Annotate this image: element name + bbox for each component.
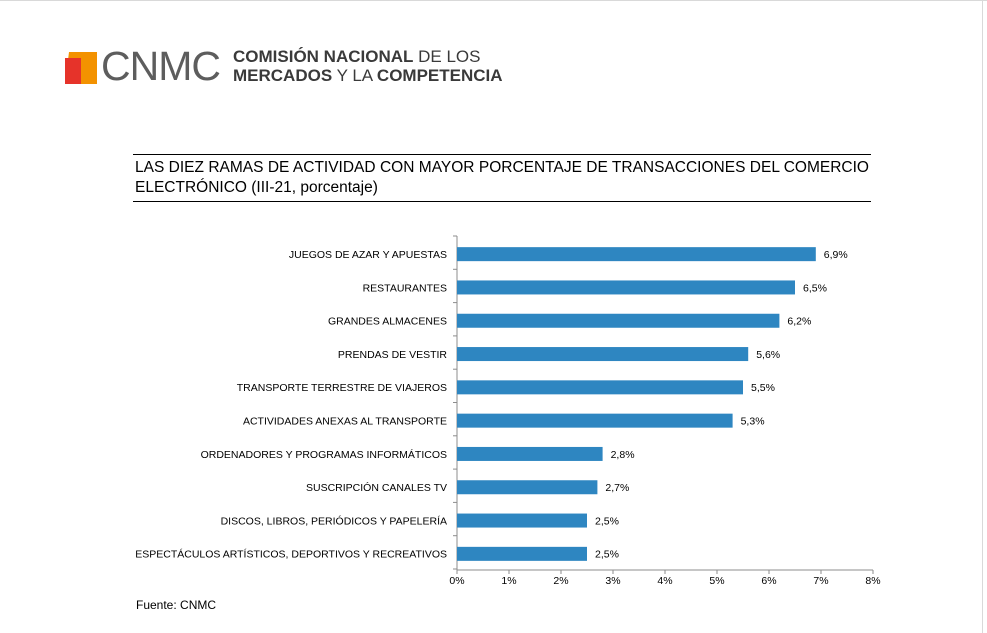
category-label: RESTAURANTES <box>363 282 447 294</box>
category-label: JUEGOS DE AZAR Y APUESTAS <box>289 249 447 261</box>
category-label: ESPECTÁCULOS ARTÍSTICOS, DEPORTIVOS Y RE… <box>135 548 447 561</box>
bar-value-label: 6,2% <box>787 316 811 328</box>
logo-line-1-bold: COMISIÓN NACIONAL <box>233 47 414 66</box>
bar-value-label: 2,5% <box>595 549 619 561</box>
bar-value-label: 5,5% <box>751 382 775 394</box>
bar-value-label: 2,5% <box>595 515 619 527</box>
logo-red-shape <box>65 58 81 84</box>
x-tick-label: 8% <box>865 575 880 587</box>
bar-chart: 0% 1% 2% 3% 4% 5% 6% 7% 8% JUEGOS DE AZAR Y APUES… <box>135 235 881 587</box>
bar <box>457 313 780 328</box>
logo-line-1-rest: DE LOS <box>413 47 481 66</box>
category-label: TRANSPORTE TERRESTRE DE VIAJEROS <box>237 382 447 394</box>
logo-acronym: CNMC <box>101 43 221 89</box>
bar-value-label: 6,5% <box>803 282 827 294</box>
chart-title-box: LAS DIEZ RAMAS DE ACTIVIDAD CON MAYOR PO… <box>133 154 871 202</box>
category-label: ACTIVIDADES ANEXAS AL TRANSPORTE <box>243 415 447 427</box>
bar <box>457 413 733 428</box>
bar <box>457 380 743 395</box>
x-tick-label: 4% <box>657 575 672 587</box>
bar <box>457 446 603 461</box>
logo-line-2-bold: MERCADOS <box>233 66 333 85</box>
bar <box>457 480 598 495</box>
category-label: DISCOS, LIBROS, PERIÓDICOS Y PAPELERÍA <box>221 514 447 527</box>
page-right-edge <box>982 0 983 633</box>
bar-value-label: 5,3% <box>741 415 765 427</box>
category-label: PRENDAS DE VESTIR <box>338 349 448 361</box>
bar-value-label: 6,9% <box>824 249 848 261</box>
logo-line-1: COMISIÓN NACIONAL DE LOS <box>233 48 480 66</box>
x-tick-label: 5% <box>709 575 724 587</box>
bar <box>457 513 587 528</box>
category-label: ORDENADORES Y PROGRAMAS INFORMÁTICOS <box>201 448 447 461</box>
category-label: SUSCRIPCIÓN CANALES TV <box>306 481 447 494</box>
bar-value-label: 2,8% <box>611 449 635 461</box>
bar <box>457 546 587 561</box>
bar-value-label: 2,7% <box>605 482 629 494</box>
logo-line-2-bold-2: COMPETENCIA <box>376 66 503 85</box>
bar <box>457 347 749 362</box>
chart-title: LAS DIEZ RAMAS DE ACTIVIDAD CON MAYOR PO… <box>135 159 869 196</box>
x-tick-label: 7% <box>813 575 828 587</box>
x-tick-label: 1% <box>501 575 516 587</box>
bar-value-label: 5,6% <box>756 349 780 361</box>
bar <box>457 280 795 295</box>
x-tick-label: 2% <box>553 575 568 587</box>
x-tick-label: 6% <box>761 575 776 587</box>
page-top-edge <box>0 0 987 1</box>
source-note: Fuente: CNMC <box>136 598 217 612</box>
category-label: GRANDES ALMACENES <box>328 316 447 328</box>
x-tick-label: 3% <box>605 575 620 587</box>
logo-line-2-mid: Y LA <box>332 66 377 85</box>
bar <box>457 247 816 262</box>
x-tick-label: 0% <box>449 575 464 587</box>
logo-line-2: MERCADOS Y LA COMPETENCIA <box>233 67 503 85</box>
cnmc-logo-mark-icon <box>65 52 97 84</box>
